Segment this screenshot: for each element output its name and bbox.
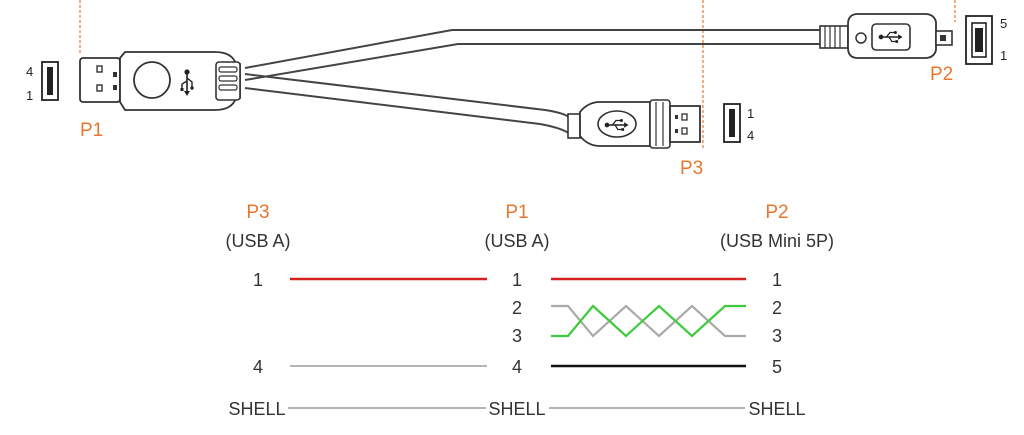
p2-header-type: (USB Mini 5P) (720, 231, 834, 251)
row4-p3-pin: 4 (253, 357, 263, 377)
p1-pin-bottom: 1 (26, 88, 33, 103)
p2-pin-top: 5 (1000, 16, 1007, 31)
p3-header-type: (USB A) (225, 231, 290, 251)
usb-a-socket-icon (41, 61, 59, 101)
shell-p1-label: SHELL (488, 399, 545, 419)
p1-label: P1 (80, 120, 103, 141)
row4-p1-pin: 4 (512, 357, 522, 377)
p2-pin-bottom: 1 (1000, 48, 1007, 63)
p1-pin-top: 4 (26, 64, 33, 79)
row1-p3-pin: 1 (253, 270, 263, 290)
shell-p2-label: SHELL (748, 399, 805, 419)
row2-p2-pin: 2 (772, 298, 782, 318)
row3-p2-pin: 3 (772, 326, 782, 346)
row2-p1-pin: 2 (512, 298, 522, 318)
cable-to-p2 (244, 29, 820, 81)
p2-connector (819, 13, 953, 59)
p2-label: P2 (930, 64, 953, 85)
p3-pin-top: 1 (747, 106, 754, 121)
p1-header-type: (USB A) (484, 231, 549, 251)
cable-to-p3 (244, 73, 571, 135)
p3-pin-bottom: 4 (747, 128, 754, 143)
row1-p1-pin: 1 (512, 270, 522, 290)
row3-p1-pin: 3 (512, 326, 522, 346)
p2-header-name: P2 (765, 202, 788, 223)
row4-p2-pin: 5 (772, 357, 782, 377)
p3-header-name: P3 (246, 202, 269, 223)
usb-mini-socket-icon (965, 15, 993, 65)
shell-p3-label: SHELL (228, 399, 285, 419)
p3-label: P3 (680, 158, 703, 179)
row1-p2-pin: 1 (772, 270, 782, 290)
p1-connector (79, 51, 241, 111)
wire-dplus (551, 304, 746, 338)
p3-connector (567, 99, 701, 149)
p1-header-name: P1 (505, 202, 528, 223)
usb-a-socket-icon-p3 (723, 103, 741, 143)
twisted-pair-data-wires (551, 304, 746, 338)
